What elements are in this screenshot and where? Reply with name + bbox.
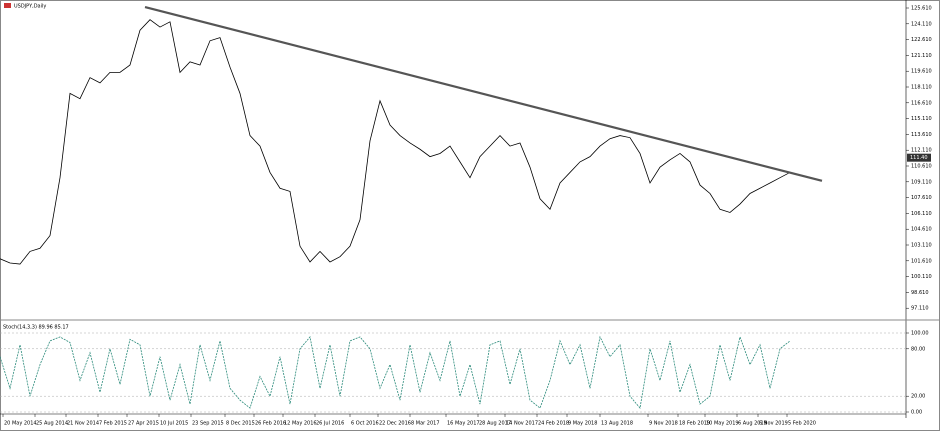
x-tick-label: 25 Aug 2014 [36,421,68,427]
y-tick-label: 110.610 [911,164,932,170]
last-price-box [907,153,931,162]
x-tick-label: 20 May 2014 [4,421,37,427]
x-tick-label: 13 Aug 2018 [601,421,633,427]
indicator-title: Stoch(14,3,3) 89.96 85.17 [3,325,69,331]
x-tick-label: 28 Aug 2017 [479,421,511,427]
y-tick-label: 104.610 [911,227,932,233]
y-tick-label: 0.00 [911,410,922,416]
x-tick-label: 26 Jul 2016 [316,421,344,427]
series-line [0,335,791,409]
y-tick-label: 106.110 [911,211,932,217]
x-tick-label: 9 Nov 2018 [649,421,678,427]
y-tick-label: 107.610 [911,195,932,201]
y-tick-label: 121.110 [911,53,932,59]
trend-line [144,5,823,182]
y-tick-label: 125.610 [911,6,932,12]
x-tick-label: 5 Feb 2020 [788,421,816,427]
y-tick-label: 97.110 [911,306,929,312]
y-tick-label: 103.110 [911,243,932,249]
x-tick-label: 22 Dec 2016 [379,421,411,427]
x-tick-label: 16 May 2017 [447,421,480,427]
x-tick-label: 10 Jul 2015 [160,421,188,427]
x-tick-label: 23 Sep 2015 [192,421,224,427]
y-tick-label: 115.110 [911,116,932,122]
y-tick-label: 118.110 [911,85,932,91]
x-tick-label: 9 May 2018 [568,421,597,427]
x-tick-label: 6 Aug 2019 [738,421,767,427]
x-tick-label: 27 Apr 2015 [128,421,159,427]
y-tick-label: 113.610 [911,132,932,138]
x-tick-label: 12 May 2016 [284,421,317,427]
y-tick-label: 112.110 [911,148,932,154]
y-tick-label: 109.110 [911,179,932,185]
x-tick-label: 14 Nov 2017 [506,421,538,427]
x-tick-label: 26 Feb 2016 [255,421,286,427]
y-tick-label: 124.110 [911,21,932,27]
x-tick-label: 7 Feb 2015 [99,421,127,427]
x-tick-label: 18 Feb 2019 [679,421,710,427]
y-tick-label: 101.610 [911,258,932,264]
y-tick-label: 119.610 [911,69,932,75]
symbol-icon [4,3,11,8]
x-tick-label: 8 Mar 2017 [411,421,440,427]
series-line [0,19,791,265]
y-tick-label: 98.610 [911,290,929,296]
x-tick-label: 21 Nov 2014 [67,421,99,427]
chart-title: USDJPY,Daily [14,4,46,10]
x-tick-label: 24 Feb 2018 [538,421,569,427]
x-tick-label: 10 May 2019 [706,421,739,427]
x-tick-label: 6 Nov 2019 [759,421,788,427]
y-tick-label: 20.00 [911,394,925,400]
y-tick-label: 100.110 [911,274,932,280]
last-price-label: 111.40 [910,155,928,161]
x-tick-label: 8 Dec 2015 [226,421,255,427]
y-tick-label: 100.00 [911,331,929,337]
y-tick-label: 80.00 [911,346,925,352]
y-tick-label: 122.610 [911,37,932,43]
x-tick-label: 6 Oct 2016 [351,421,379,427]
y-tick-label: 116.610 [911,100,932,106]
